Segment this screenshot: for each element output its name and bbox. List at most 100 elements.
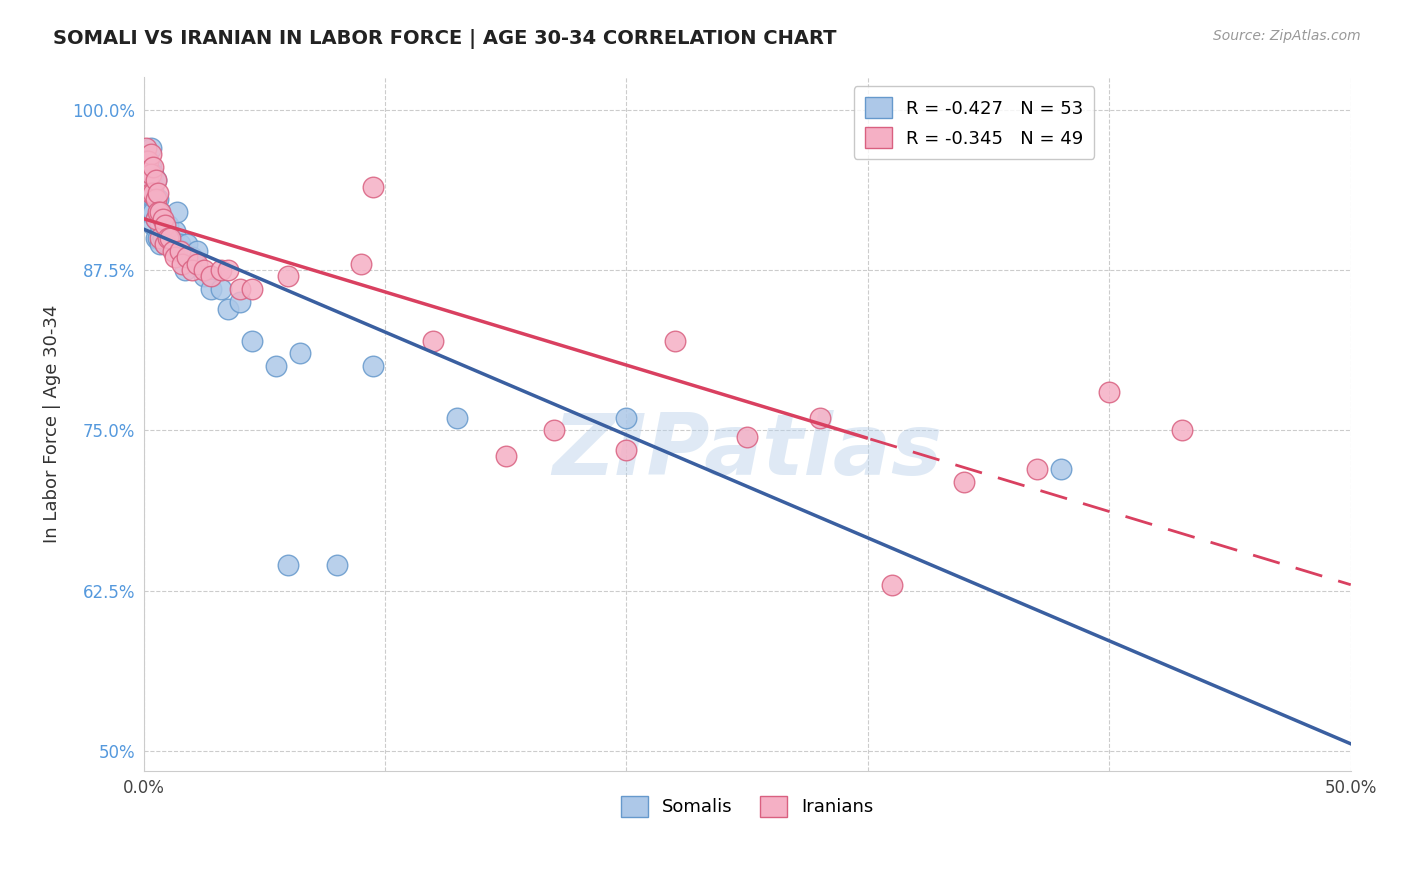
Point [266,359,288,374]
Point [138,173,160,187]
Point [217,301,239,316]
Point [1171,424,1194,438]
Point [240,282,263,296]
Point [145,173,167,187]
Point [145,211,167,226]
Point [664,334,686,348]
Point [172,244,194,258]
Point [209,282,232,296]
Point [139,186,162,200]
Point [180,250,202,264]
Point [138,179,160,194]
Point [138,153,160,168]
Point [1050,462,1073,476]
Point [139,141,162,155]
Point [176,250,198,264]
Point [139,147,162,161]
Y-axis label: In Labor Force | Age 30-34: In Labor Force | Age 30-34 [44,305,60,543]
Point [193,269,215,284]
Point [217,263,239,277]
Point [616,442,638,457]
Point [155,237,177,252]
Point [172,257,194,271]
Point [135,179,157,194]
Point [142,161,165,175]
Point [162,244,184,258]
Point [422,334,444,348]
Point [152,231,174,245]
Point [277,269,299,284]
Point [953,475,976,489]
Point [163,225,186,239]
Point [145,193,167,207]
Point [880,577,903,591]
Point [152,211,174,226]
Point [163,250,186,264]
Point [176,237,198,252]
Point [139,167,162,181]
Point [240,334,263,348]
Point [146,186,169,200]
Point [186,244,208,258]
Point [361,179,384,194]
Point [159,231,181,245]
Point [200,269,222,284]
Point [138,205,160,219]
Point [169,244,191,258]
Point [146,205,169,219]
Point [186,257,208,271]
Point [200,282,222,296]
Point [149,237,172,252]
Point [146,193,169,207]
Point [145,173,167,187]
Point [155,218,177,232]
Point [138,153,160,168]
Point [139,186,162,200]
Point [156,237,179,252]
Point [166,205,188,219]
Point [180,263,202,277]
Point [155,237,177,252]
Point [149,218,172,232]
Point [142,186,165,200]
Point [142,167,165,181]
Point [155,218,177,232]
Point [193,263,215,277]
Point [135,153,157,168]
Point [156,218,179,232]
Point [277,558,299,573]
Point [350,257,373,271]
Point [290,346,312,360]
Point [139,161,162,175]
Point [145,193,167,207]
Point [616,410,638,425]
Point [149,205,172,219]
Point [149,231,172,245]
Point [808,410,831,425]
Point [1098,384,1121,399]
Point [146,211,169,226]
Point [135,141,157,155]
Point [173,263,195,277]
Point [139,205,162,219]
Text: ZIPatlas: ZIPatlas [553,410,942,493]
Point [446,410,468,425]
Point [156,231,179,245]
Point [162,237,184,252]
Point [209,263,232,277]
Point [159,231,181,245]
Point [325,558,347,573]
Point [145,211,167,226]
Point [229,295,252,310]
Point [543,424,565,438]
Point [146,231,169,245]
Point [1025,462,1047,476]
Point [149,205,172,219]
Point [135,153,157,168]
Point [169,237,191,252]
Legend: Somalis, Iranians: Somalis, Iranians [613,789,882,824]
Point [361,359,384,374]
Point [495,449,517,463]
Text: SOMALI VS IRANIAN IN LABOR FORCE | AGE 30-34 CORRELATION CHART: SOMALI VS IRANIAN IN LABOR FORCE | AGE 3… [53,29,837,48]
Point [735,430,758,444]
